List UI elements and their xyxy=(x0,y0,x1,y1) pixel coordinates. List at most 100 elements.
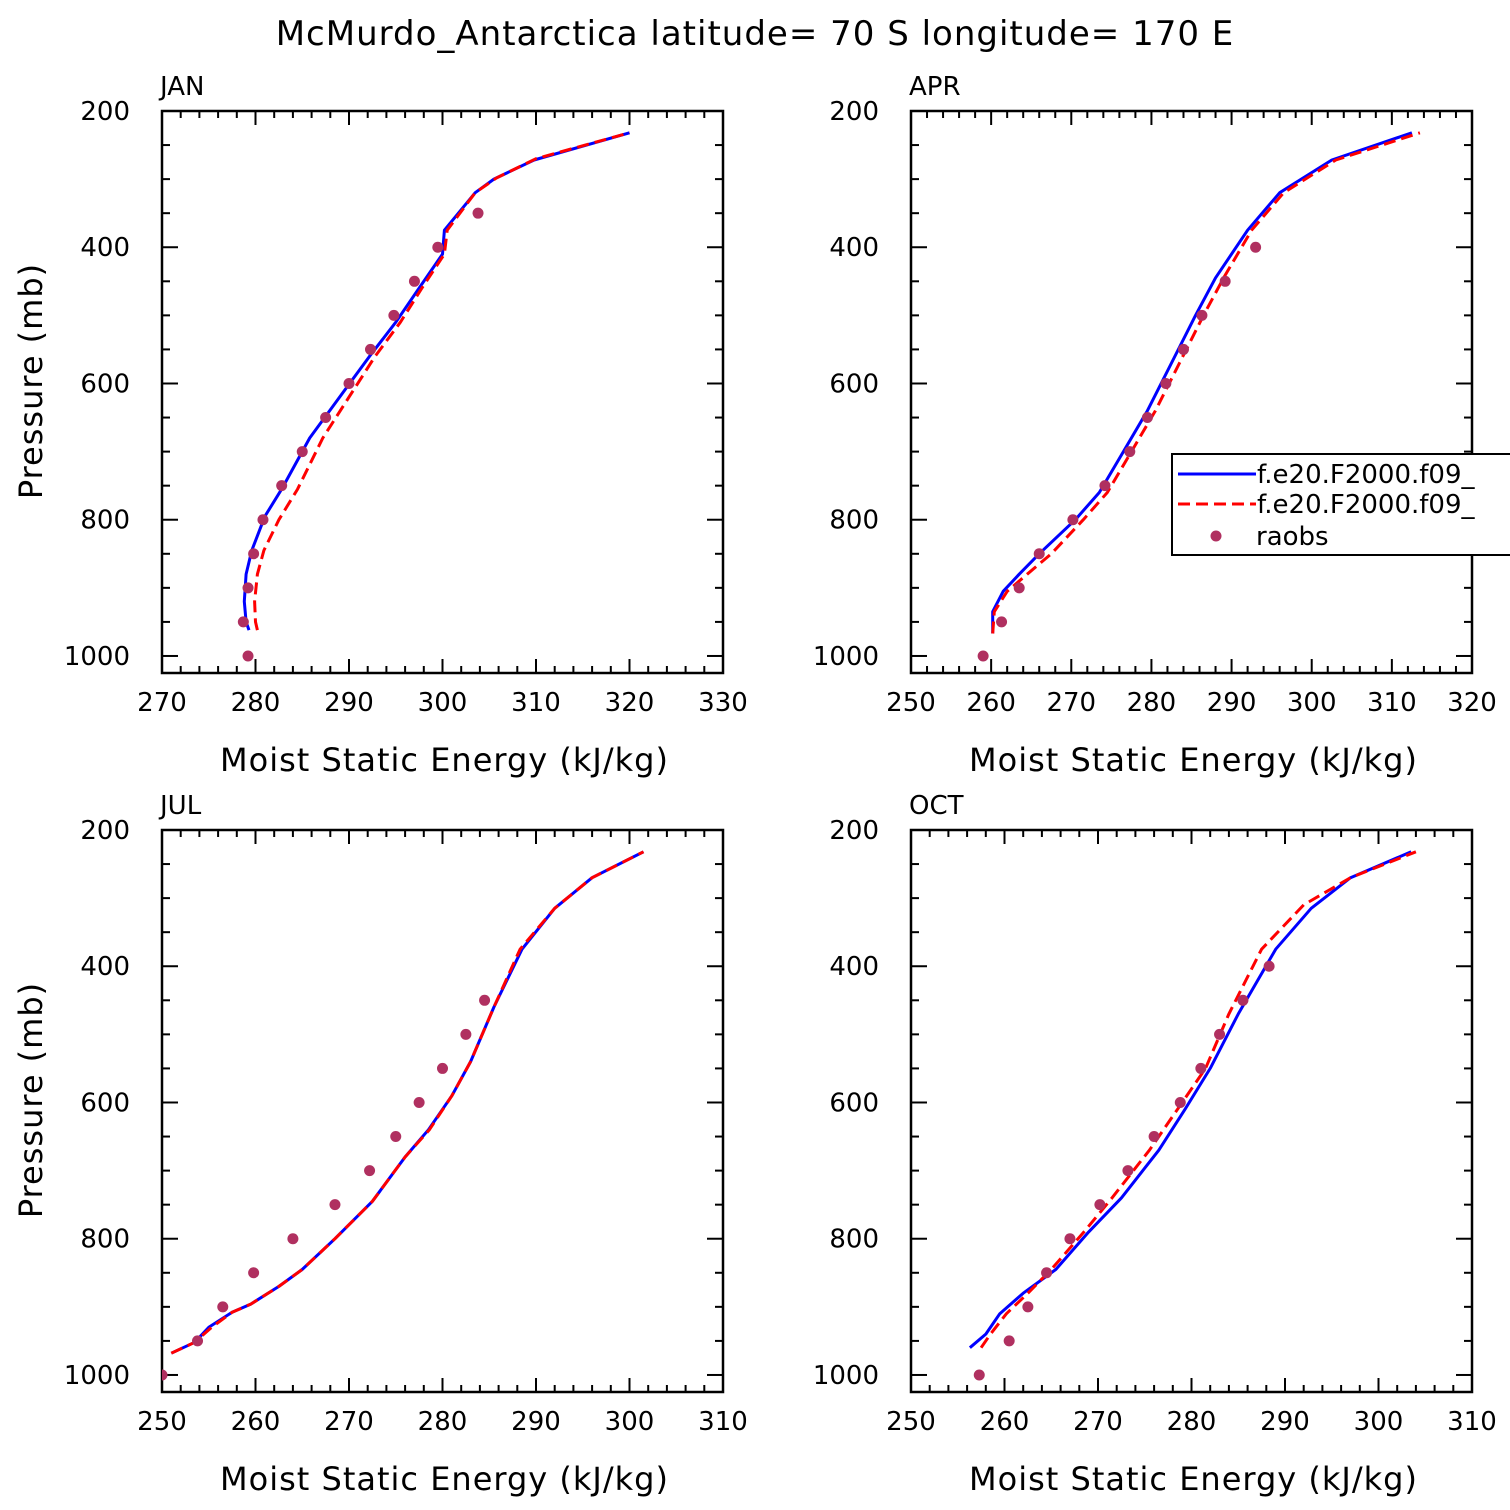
x-axis-label: Moist Static Energy (kJ/kg) xyxy=(969,741,1418,779)
x-tick-label: 310 xyxy=(511,688,561,718)
plot-frame xyxy=(909,828,1474,1394)
raobs-point xyxy=(388,309,400,321)
plot-frame xyxy=(909,109,1474,675)
panel-title: OCT xyxy=(909,791,964,821)
raobs-point xyxy=(329,1199,341,1211)
raobs-point xyxy=(1013,582,1025,594)
y-tick-label: 600 xyxy=(80,369,130,399)
raobs-point xyxy=(973,1369,985,1381)
panel-jan: 270 280 290 300 310 320 330 200 400 600 800 1000 JAN… xyxy=(12,72,748,779)
raobs-point xyxy=(472,207,484,219)
y-tick-label: 600 xyxy=(80,1088,130,1118)
raobs-point xyxy=(162,1369,168,1381)
y-tick-label: 1000 xyxy=(64,642,130,672)
x-tick-label: 310 xyxy=(1367,688,1417,718)
x-tick-label: 270 xyxy=(137,688,187,718)
raobs-point xyxy=(390,1131,402,1143)
panel-title: JUL xyxy=(158,791,202,821)
y-tick-label: 600 xyxy=(829,1088,879,1118)
y-axis-label: Pressure (mb) xyxy=(12,982,50,1218)
raobs-point xyxy=(242,650,254,662)
x-tick-label: 250 xyxy=(137,1407,187,1437)
raobs-point xyxy=(1064,1233,1076,1245)
model-line-dashed xyxy=(979,850,1417,1349)
legend-marker xyxy=(1210,530,1222,542)
x-tick-label: 280 xyxy=(1127,688,1177,718)
raobs-point xyxy=(287,1233,299,1245)
y-tick-label: 200 xyxy=(80,97,130,127)
y-tick-label: 400 xyxy=(829,233,879,263)
legend-label: raobs xyxy=(1256,522,1329,552)
raobs-point xyxy=(460,1028,472,1040)
y-tick-label: 200 xyxy=(829,97,879,127)
raobs-point xyxy=(248,548,260,560)
raobs-point xyxy=(437,1062,448,1074)
series-group xyxy=(968,850,1417,1381)
raobs-point xyxy=(320,412,332,424)
panel-jul: 250 260 270 280 290 300 310 200 400 600 800 1000 JUL… xyxy=(12,791,748,1498)
y-tick-label: 600 xyxy=(829,369,879,399)
x-tick-label: 300 xyxy=(418,688,468,718)
y-tick-label: 400 xyxy=(829,952,879,982)
model-line-solid xyxy=(968,850,1412,1349)
raobs-point xyxy=(996,616,1008,628)
panel-apr: 250 260 270 280 290 300 310 320 200 400 600 800 1000… xyxy=(813,72,1510,779)
model-line-dashed xyxy=(991,131,1421,634)
raobs-point xyxy=(1022,1301,1034,1313)
raobs-point xyxy=(365,343,377,355)
model-line-solid xyxy=(991,131,1413,634)
y-tick-label: 1000 xyxy=(813,642,879,672)
panels: 270 280 290 300 310 320 330 200 400 600 800 1000 JAN… xyxy=(12,72,1510,1498)
x-tick-label: 270 xyxy=(1046,688,1096,718)
raobs-point xyxy=(237,616,249,628)
raobs-point xyxy=(1195,1062,1207,1074)
raobs-point xyxy=(242,582,254,594)
y-tick-label: 1000 xyxy=(64,1361,130,1391)
y-tick-label: 200 xyxy=(80,816,130,846)
y-tick-label: 800 xyxy=(829,506,879,536)
x-tick-label: 280 xyxy=(231,688,281,718)
raobs-point xyxy=(1141,412,1153,424)
raobs-point xyxy=(1263,960,1275,972)
y-tick-label: 800 xyxy=(80,1225,130,1255)
x-tick-label: 300 xyxy=(1287,688,1337,718)
x-axis-label: Moist Static Energy (kJ/kg) xyxy=(220,741,669,779)
raobs-point xyxy=(1250,241,1262,253)
model-line-dashed xyxy=(253,131,630,631)
raobs-point xyxy=(343,377,355,389)
x-tick-label: 280 xyxy=(418,1407,468,1437)
raobs-point xyxy=(1196,309,1208,321)
y-axis-label: Pressure (mb) xyxy=(12,263,50,499)
panel-oct: 250 260 270 280 290 300 310 200 400 600 800 1000 OCT… xyxy=(813,791,1497,1498)
raobs-point xyxy=(432,241,444,253)
model-line-solid xyxy=(242,131,630,631)
x-tick-label: 260 xyxy=(980,1407,1030,1437)
y-tick-label: 200 xyxy=(829,816,879,846)
series-group xyxy=(237,131,630,662)
x-axis-label: Moist Static Energy (kJ/kg) xyxy=(220,1460,669,1498)
x-tick-label: 310 xyxy=(698,1407,748,1437)
panel-title: APR xyxy=(909,72,961,102)
raobs-point xyxy=(1122,1165,1134,1177)
raobs-point xyxy=(413,1096,425,1108)
x-tick-label: 300 xyxy=(1354,1407,1404,1437)
x-tick-label: 320 xyxy=(1447,688,1497,718)
raobs-point xyxy=(364,1165,376,1177)
x-tick-label: 260 xyxy=(231,1407,281,1437)
x-tick-label: 250 xyxy=(886,1407,936,1437)
series-group xyxy=(977,131,1421,662)
raobs-point xyxy=(1214,1028,1226,1040)
raobs-point xyxy=(1041,1267,1053,1279)
x-tick-label: 290 xyxy=(1207,688,1257,718)
raobs-point xyxy=(408,275,420,287)
x-tick-label: 290 xyxy=(511,1407,561,1437)
raobs-point xyxy=(1067,514,1079,526)
raobs-point xyxy=(276,480,288,492)
x-tick-label: 300 xyxy=(605,1407,655,1437)
x-tick-label: 330 xyxy=(698,688,748,718)
raobs-point xyxy=(1237,994,1249,1006)
panel-title: JAN xyxy=(158,72,204,102)
raobs-point xyxy=(296,446,308,458)
raobs-point xyxy=(217,1301,229,1313)
